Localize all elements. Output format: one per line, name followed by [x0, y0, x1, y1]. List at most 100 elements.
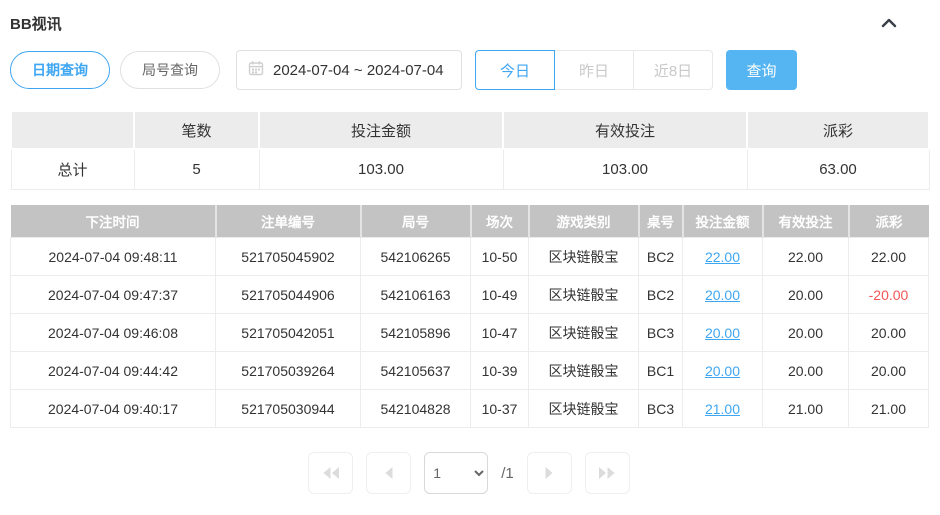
- cell-game-type: 区块链骰宝: [528, 275, 639, 314]
- next-page-button[interactable]: [526, 452, 572, 494]
- cell-table-no: BC2: [638, 275, 683, 314]
- summary-header-bet-amount: 投注金额: [258, 110, 504, 150]
- pagination: 1 /1: [10, 452, 928, 494]
- quick-last8days-button[interactable]: 近8日: [633, 50, 713, 90]
- cell-session: 10-50: [470, 237, 529, 276]
- cell-valid-bet: 20.00: [762, 351, 849, 390]
- records-header-row: 下注时间 注单编号 局号 场次 游戏类别 桌号 投注金额 有效投注 派彩: [10, 204, 929, 238]
- cell-order-no: 521705044906: [215, 275, 361, 314]
- cell-payout: 20.00: [848, 313, 929, 352]
- col-header-session: 场次: [470, 204, 530, 238]
- arrow-left-icon: [383, 466, 395, 480]
- cell-valid-bet: 20.00: [762, 275, 849, 314]
- cell-table-no: BC1: [638, 351, 683, 390]
- cell-bet-time: 2024-07-04 09:48:11: [10, 237, 216, 276]
- col-header-payout: 派彩: [848, 204, 929, 238]
- summary-table: 笔数 投注金额 有效投注 派彩 总计 5 103.00 103.00 63.00: [10, 110, 930, 190]
- cell-bet-amount: 20.00: [682, 313, 763, 352]
- summary-total-payout: 63.00: [746, 148, 930, 190]
- summary-total-valid-bet: 103.00: [502, 148, 748, 190]
- cell-order-no: 521705045902: [215, 237, 361, 276]
- tab-date-query[interactable]: 日期查询: [10, 51, 110, 89]
- cell-game-type: 区块链骰宝: [528, 351, 639, 390]
- summary-total-count: 5: [133, 148, 260, 190]
- cell-game-type: 区块链骰宝: [528, 389, 639, 428]
- cell-session: 10-37: [470, 389, 529, 428]
- double-arrow-right-icon: [597, 466, 617, 480]
- page-title: BB视讯: [10, 15, 62, 33]
- cell-payout: 22.00: [848, 237, 929, 276]
- prev-page-button[interactable]: [366, 452, 412, 494]
- calendar-icon: [248, 60, 264, 80]
- first-page-button[interactable]: [308, 452, 354, 494]
- cell-bet-time: 2024-07-04 09:44:42: [10, 351, 216, 390]
- date-range-input[interactable]: 2024-07-04 ~ 2024-07-04: [236, 50, 462, 90]
- bet-amount-link[interactable]: 22.00: [704, 248, 741, 265]
- records-table: 下注时间 注单编号 局号 场次 游戏类别 桌号 投注金额 有效投注 派彩 202…: [10, 204, 929, 428]
- date-range-value: 2024-07-04 ~ 2024-07-04: [273, 61, 444, 79]
- search-button[interactable]: 查询: [726, 50, 797, 90]
- table-row: 2024-07-04 09:44:42 521705039264 5421056…: [10, 351, 929, 390]
- col-header-game-type: 游戏类别: [528, 204, 640, 238]
- cell-order-no: 521705042051: [215, 313, 361, 352]
- last-page-button[interactable]: [584, 452, 630, 494]
- col-header-bet-amount: 投注金额: [682, 204, 764, 238]
- cell-round-no: 542105637: [360, 351, 471, 390]
- double-arrow-left-icon: [321, 466, 341, 480]
- collapse-chevron-up-icon[interactable]: [880, 16, 898, 30]
- col-header-bet-time: 下注时间: [10, 204, 217, 238]
- cell-session: 10-47: [470, 313, 529, 352]
- cell-bet-amount: 21.00: [682, 389, 763, 428]
- summary-header-valid-bet: 有效投注: [502, 110, 748, 150]
- summary-header-payout: 派彩: [746, 110, 930, 150]
- cell-payout: -20.00: [848, 275, 929, 314]
- summary-header-count: 笔数: [133, 110, 260, 150]
- quick-date-group: 今日 昨日 近8日: [475, 50, 713, 90]
- cell-table-no: BC3: [638, 313, 683, 352]
- cell-bet-time: 2024-07-04 09:46:08: [10, 313, 216, 352]
- quick-today-button[interactable]: 今日: [475, 50, 555, 90]
- col-header-order-no: 注单编号: [215, 204, 362, 238]
- bet-amount-link[interactable]: 20.00: [704, 362, 741, 379]
- cell-session: 10-39: [470, 351, 529, 390]
- summary-header-blank: [10, 110, 135, 150]
- cell-session: 10-49: [470, 275, 529, 314]
- cell-round-no: 542106265: [360, 237, 471, 276]
- cell-bet-time: 2024-07-04 09:47:37: [10, 275, 216, 314]
- cell-bet-amount: 20.00: [682, 275, 763, 314]
- summary-total-label: 总计: [10, 148, 135, 190]
- bet-amount-link[interactable]: 20.00: [704, 324, 741, 341]
- cell-order-no: 521705039264: [215, 351, 361, 390]
- cell-payout: 20.00: [848, 351, 929, 390]
- quick-yesterday-button[interactable]: 昨日: [554, 50, 634, 90]
- cell-bet-amount: 20.00: [682, 351, 763, 390]
- summary-total-bet-amount: 103.00: [258, 148, 504, 190]
- tab-round-query[interactable]: 局号查询: [120, 51, 220, 89]
- filter-bar: 日期查询 局号查询 2024-07-04 ~ 2024-07-04 今日 昨日 …: [10, 50, 928, 90]
- cell-payout: 21.00: [848, 389, 929, 428]
- cell-game-type: 区块链骰宝: [528, 237, 639, 276]
- cell-table-no: BC3: [638, 389, 683, 428]
- panel-header: BB视讯: [10, 12, 928, 34]
- cell-bet-time: 2024-07-04 09:40:17: [10, 389, 216, 428]
- cell-round-no: 542106163: [360, 275, 471, 314]
- bet-amount-link[interactable]: 21.00: [704, 400, 741, 417]
- bet-amount-link[interactable]: 20.00: [704, 286, 741, 303]
- cell-valid-bet: 20.00: [762, 313, 849, 352]
- cell-order-no: 521705030944: [215, 389, 361, 428]
- cell-round-no: 542105896: [360, 313, 471, 352]
- total-pages-label: /1: [501, 464, 514, 482]
- page-select[interactable]: 1: [424, 452, 489, 494]
- cell-bet-amount: 22.00: [682, 237, 763, 276]
- arrow-right-icon: [543, 466, 555, 480]
- cell-valid-bet: 22.00: [762, 237, 849, 276]
- col-header-valid-bet: 有效投注: [762, 204, 850, 238]
- table-row: 2024-07-04 09:47:37 521705044906 5421061…: [10, 275, 929, 314]
- cell-valid-bet: 21.00: [762, 389, 849, 428]
- col-header-table-no: 桌号: [638, 204, 684, 238]
- table-row: 2024-07-04 09:40:17 521705030944 5421048…: [10, 389, 929, 428]
- table-row: 2024-07-04 09:48:11 521705045902 5421062…: [10, 237, 929, 276]
- cell-table-no: BC2: [638, 237, 683, 276]
- cell-game-type: 区块链骰宝: [528, 313, 639, 352]
